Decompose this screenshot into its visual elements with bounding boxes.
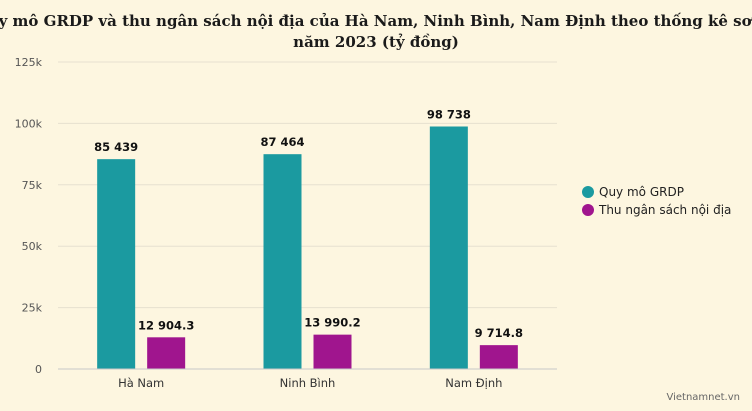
bar-budget-2[interactable] xyxy=(479,345,518,369)
y-tick-label: 0 xyxy=(35,363,42,376)
chart-title-line-2: năm 2023 (tỷ đồng) xyxy=(293,33,459,51)
y-tick-label: 50k xyxy=(22,240,43,253)
x-tick-label: Nam Định xyxy=(445,376,502,390)
bars: 85 439 12 904.3 87 464 13 990.2 98 738 9 714.… xyxy=(94,107,523,369)
source-credit: Vietnamnet.vn xyxy=(666,392,740,403)
x-axis: Hà Nam Ninh Bình Nam Định xyxy=(58,368,557,390)
data-label: 9 714.8 xyxy=(475,326,523,340)
y-axis: 0 25k 50k 75k 100k 125k xyxy=(15,56,43,376)
bar-grdp-0[interactable] xyxy=(97,159,136,369)
data-label: 87 464 xyxy=(260,135,304,149)
bar-budget-1[interactable] xyxy=(313,334,352,369)
legend-label: Quy mô GRDP xyxy=(599,185,684,199)
legend-item-budget[interactable]: Thu ngân sách nội địa xyxy=(582,203,731,217)
y-tick-label: 100k xyxy=(15,117,43,130)
legend-label: Thu ngân sách nội địa xyxy=(598,203,731,217)
y-tick-label: 75k xyxy=(22,179,43,192)
bar-budget-0[interactable] xyxy=(147,337,186,369)
y-tick-label: 125k xyxy=(15,56,43,69)
x-tick-label: Hà Nam xyxy=(118,376,164,390)
legend-marker xyxy=(582,186,594,198)
gridlines xyxy=(58,61,557,309)
legend-marker xyxy=(582,204,594,216)
chart-title-line-1: Quy mô GRDP và thu ngân sách nội địa của… xyxy=(0,12,752,30)
chart-title: Quy mô GRDP và thu ngân sách nội địa của… xyxy=(0,12,752,51)
bar-grdp-1[interactable] xyxy=(263,154,302,369)
data-label: 13 990.2 xyxy=(304,316,360,330)
data-label: 98 738 xyxy=(427,107,471,121)
x-tick-label: Ninh Bình xyxy=(280,376,336,390)
legend-item-grdp[interactable]: Quy mô GRDP xyxy=(582,185,684,199)
bar-grdp-2[interactable] xyxy=(429,126,468,369)
legend[interactable]: Quy mô GRDP Thu ngân sách nội địa xyxy=(582,185,731,217)
data-label: 12 904.3 xyxy=(138,318,194,332)
y-tick-label: 25k xyxy=(22,302,43,315)
data-label: 85 439 xyxy=(94,140,138,154)
